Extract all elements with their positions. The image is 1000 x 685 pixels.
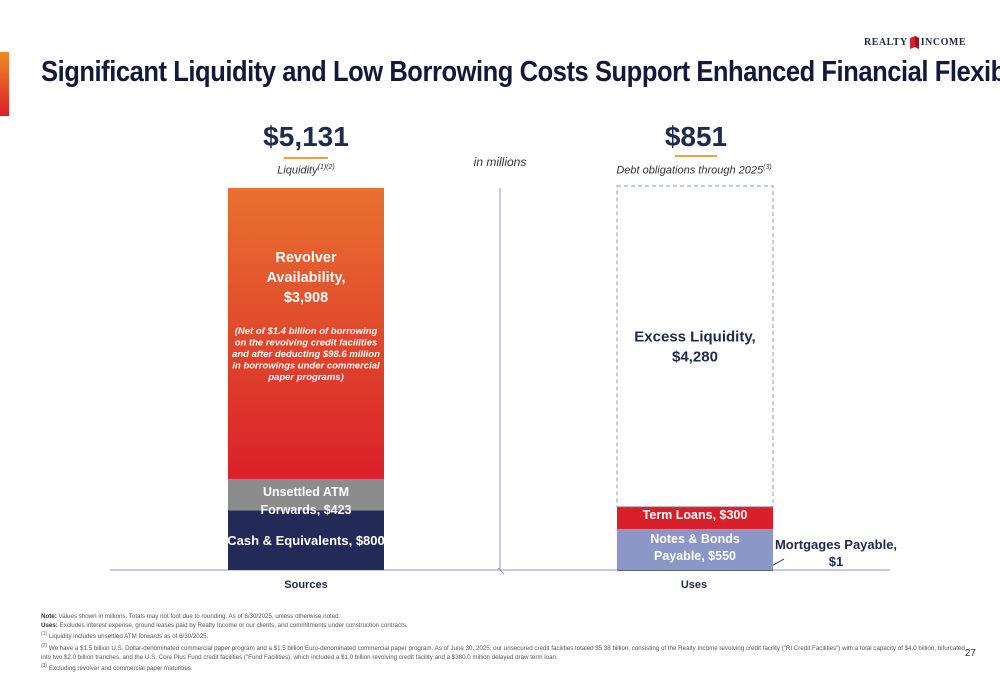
bar-segment-excess-liquidity [616,185,774,508]
category-label-uses: Uses [681,579,707,591]
bar-segment-uses-2 [617,506,773,529]
bar-segment-sources-1 [228,478,384,511]
footnotes: Note: Values shown in millions. Totals m… [41,612,971,673]
bar-segment-uses-0 [617,569,773,571]
label-mortgages-payable: Mortgages Payable, $1 [775,537,897,569]
footnote-3: (3) Excluding revolver and commercial pa… [41,663,193,673]
bar-segment-sources-2 [228,188,384,479]
company-logo: REALTY INCOME [864,36,966,49]
accent-bar [0,52,9,116]
logo-mark-icon [909,36,919,49]
label-term-loans: Term Loans, $300 [643,508,748,522]
label-atm-forwards: Unsettled ATM Forwards, $423 [260,485,351,517]
label-revolver: Revolver Availability, $3,908 [267,250,346,306]
liquidity-underline [284,157,328,159]
category-label-sources: Sources [284,579,327,591]
liquidity-label: Liquidity(1)(2) [277,164,335,177]
footnote-uses: Uses: Excludes interest expense, ground … [41,622,408,630]
debt-total: $851 [664,121,728,152]
liquidity-total: $5,131 [263,121,349,152]
units-label: in millions [473,155,527,169]
revolver-note: (Net of $1.4 billion of borrowing on the … [232,326,380,383]
footnote-2: (2) We have a $1.5 billion U.S. Dollar-d… [41,642,965,661]
page-number: 27 [964,648,976,659]
stacked-bar-chart: Cash & Equivalents, $800 Unsettled ATM For… [110,185,897,591]
axis-tick [497,567,505,575]
label-notes-bonds: Notes & Bonds Payable, $550 [650,532,740,563]
debt-label: Debt obligations through 2025(3) [616,164,772,177]
footnote-1: (1) Liquidity includes unsettled ATM for… [41,631,209,641]
logo-text-right: INCOME [920,37,966,48]
bar-segment-sources-0 [228,510,384,570]
label-cash: Cash & Equivalents, $800 [227,533,385,548]
page-title: Significant Liquidity and Low Borrowing … [41,56,1000,88]
bar-segment-uses-1 [617,528,773,570]
debt-underline [675,155,717,157]
footnote-note: Note: Values shown in millions. Totals m… [41,613,341,620]
logo-text-left: REALTY [864,37,908,48]
label-excess-liquidity: Excess Liquidity, $4,280 [634,328,755,365]
